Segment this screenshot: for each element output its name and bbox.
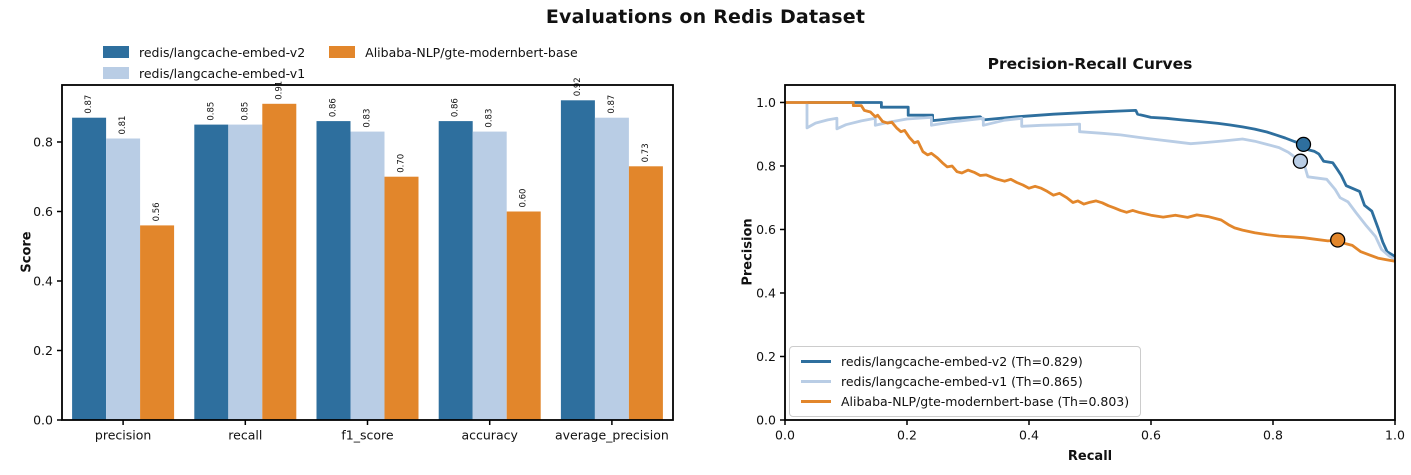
y-tick-label: 0.8 — [33, 134, 53, 149]
pr-x-tick-label: 1.0 — [1385, 428, 1405, 443]
bar-legend-item-2: Alibaba-NLP/gte-modernbert-base — [329, 42, 578, 62]
pr-chart-legend: redis/langcache-embed-v2 (Th=0.829) redis… — [789, 346, 1142, 417]
pr-y-tick-label: 1.0 — [756, 95, 776, 110]
pr-threshold-marker-1 — [1292, 153, 1309, 169]
pr-curve-0 — [785, 101, 1396, 258]
legend-swatch — [329, 46, 356, 58]
legend-label: Alibaba-NLP/gte-modernbert-base (Th=0.80… — [841, 394, 1130, 409]
pr-x-tick-label: 0.4 — [1019, 428, 1039, 443]
bar-average_precision-series0 — [560, 100, 595, 421]
bar-f1_score-series2 — [384, 176, 419, 420]
pr-x-tick-label: 0.0 — [775, 428, 795, 443]
bar-value-label: 0.86 — [451, 98, 461, 117]
bar-value-label: 0.85 — [240, 102, 250, 121]
x-tick-label: f1_score — [341, 428, 394, 443]
bar-accuracy-series0 — [438, 121, 473, 420]
pr-axes-box — [784, 84, 1396, 421]
pr-threshold-marker-2 — [1330, 232, 1346, 248]
legend-label: redis/langcache-embed-v2 — [139, 44, 306, 60]
legend-label: redis/langcache-embed-v2 (Th=0.829) — [841, 354, 1083, 369]
legend-label: redis/langcache-embed-v1 — [139, 65, 306, 81]
pr-x-tick-label: 0.6 — [1141, 428, 1161, 443]
x-tick-label: recall — [228, 428, 262, 443]
legend-line-sample — [801, 360, 831, 363]
bar-value-label: 0.56 — [152, 202, 162, 221]
pr-y-tick-label: 0.4 — [756, 285, 776, 300]
x-tick-label: accuracy — [461, 428, 518, 443]
score-axis-label: Score — [19, 231, 35, 273]
bar-value-label: 0.83 — [363, 109, 373, 128]
bar-f1_score-series0 — [316, 121, 351, 420]
legend-swatch — [103, 46, 129, 58]
legend-label: Alibaba-NLP/gte-modernbert-base — [365, 44, 578, 60]
pr-y-tick-label: 0.2 — [756, 349, 776, 364]
figure-title: Evaluations on Redis Dataset — [545, 6, 866, 28]
pr-legend-item-0: redis/langcache-embed-v2 (Th=0.829) — [801, 354, 1129, 369]
bar-recall-series1 — [228, 124, 263, 420]
pr-curve-2 — [785, 101, 1396, 263]
bar-precision-series0 — [72, 117, 107, 420]
bar-value-label: 0.87 — [607, 95, 617, 114]
bar-accuracy-series1 — [472, 131, 507, 420]
x-tick-label: average_precision — [555, 428, 669, 443]
bar-legend-item-1: redis/langcache-embed-v1 — [103, 63, 305, 83]
pr-y-tick-label: 0.0 — [756, 413, 776, 428]
pr-x-tick-label: 0.2 — [897, 428, 917, 443]
pr-y-tick-label: 0.6 — [756, 222, 776, 237]
pr-threshold-marker-0 — [1295, 136, 1312, 153]
pr-y-tick-label: 0.8 — [756, 158, 776, 173]
pr-chart-title: Precision-Recall Curves — [987, 55, 1193, 73]
bar-recall-series2 — [262, 103, 297, 421]
bar-value-label: 0.91 — [274, 81, 284, 100]
legend-line-sample — [801, 380, 831, 383]
bar-chart-legend: redis/langcache-embed-v2 redis/langcache-… — [103, 42, 578, 83]
pr-curve-1 — [785, 101, 1396, 261]
bar-axes-box — [61, 84, 674, 421]
bar-value-label: 0.92 — [573, 77, 583, 96]
pr-legend-item-1: redis/langcache-embed-v1 (Th=0.865) — [801, 374, 1129, 389]
y-tick-label: 0.4 — [33, 273, 53, 288]
y-tick-label: 0.0 — [33, 413, 53, 428]
bar-accuracy-series2 — [506, 211, 541, 420]
bar-value-label: 0.73 — [641, 143, 651, 162]
legend-swatch — [103, 67, 129, 79]
y-tick-label: 0.2 — [33, 343, 53, 358]
legend-label: redis/langcache-embed-v1 (Th=0.865) — [841, 374, 1083, 389]
bar-precision-series2 — [140, 225, 175, 420]
bar-f1_score-series1 — [350, 131, 385, 420]
precision-axis-label: Precision — [740, 218, 756, 286]
legend-line-sample — [801, 400, 831, 403]
recall-axis-label: Recall — [1067, 449, 1113, 464]
bar-legend-item-0: redis/langcache-embed-v2 — [103, 42, 305, 62]
x-tick-label: precision — [95, 428, 151, 443]
bar-recall-series0 — [194, 124, 229, 420]
bar-precision-series1 — [106, 138, 141, 420]
bar-value-label: 0.83 — [485, 109, 495, 128]
bar-value-label: 0.86 — [329, 98, 339, 117]
bar-value-label: 0.81 — [118, 116, 128, 135]
bar-average_precision-series1 — [594, 117, 629, 420]
pr-x-tick-label: 0.8 — [1263, 428, 1283, 443]
bar-value-label: 0.70 — [397, 154, 407, 173]
bar-average_precision-series2 — [628, 166, 663, 420]
bar-value-label: 0.85 — [206, 102, 216, 121]
pr-legend-item-2: Alibaba-NLP/gte-modernbert-base (Th=0.80… — [801, 394, 1129, 409]
bar-value-label: 0.87 — [84, 95, 94, 114]
y-tick-label: 0.6 — [33, 204, 53, 219]
bar-value-label: 0.60 — [519, 189, 529, 208]
